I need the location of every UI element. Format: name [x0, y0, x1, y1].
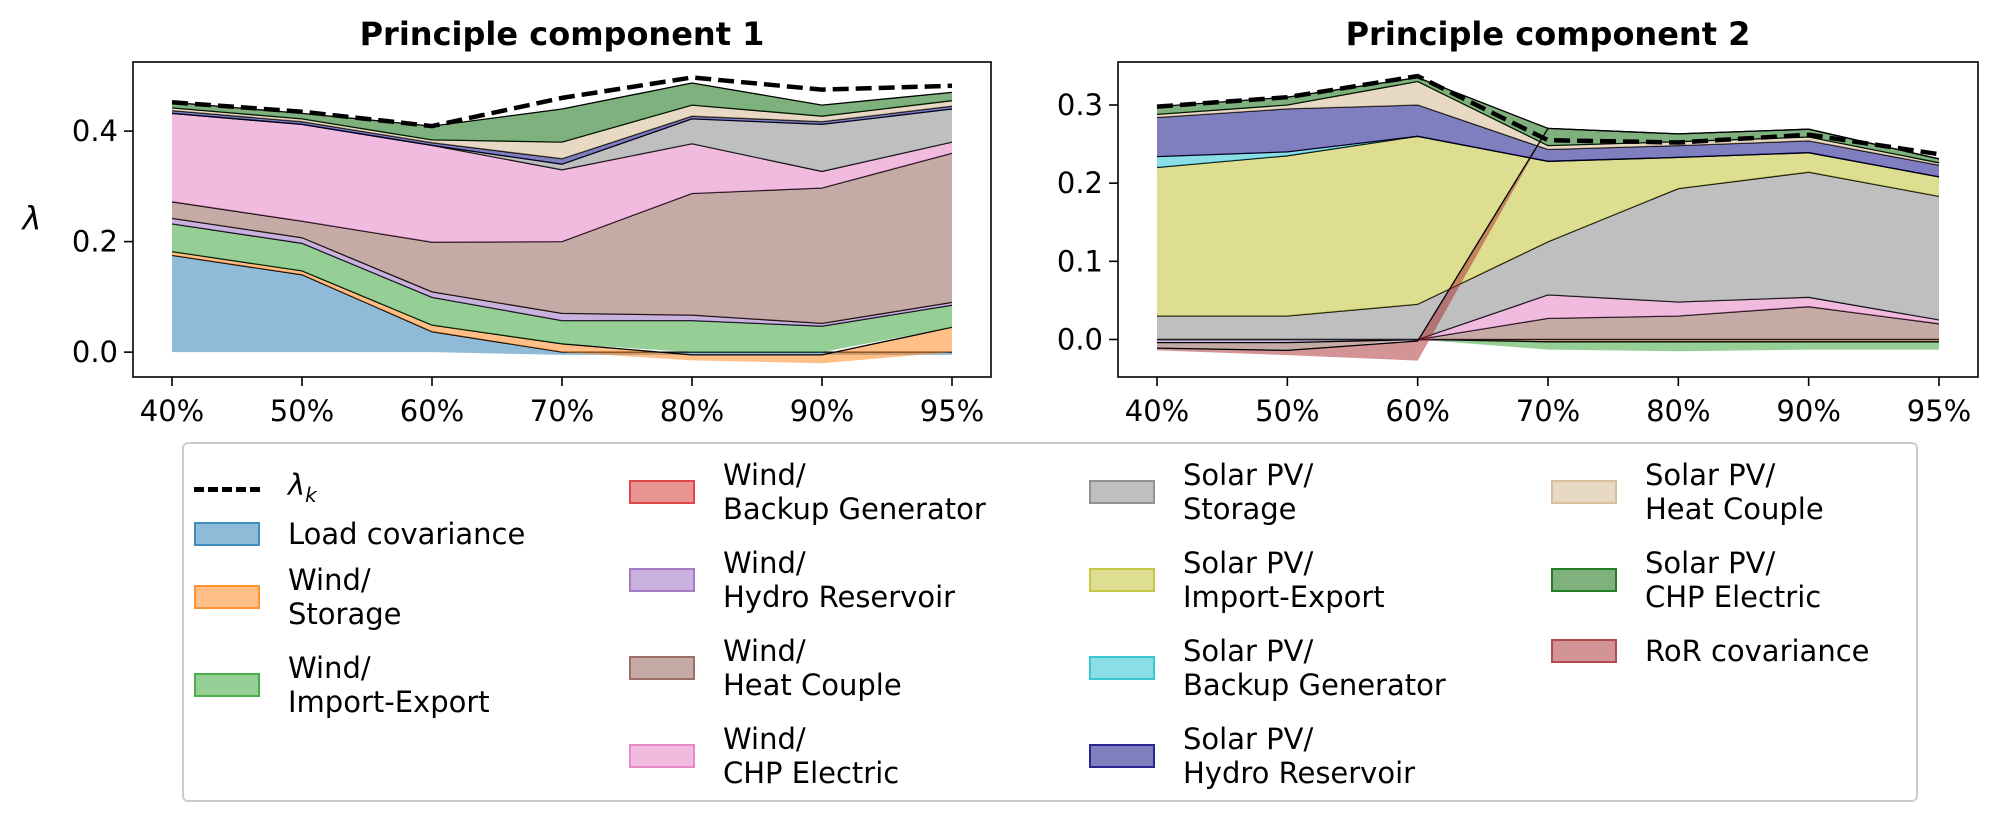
legend-item-load-covariance: Load covariance	[194, 517, 525, 551]
area-wind-chp-electric	[172, 113, 952, 243]
legend-label-lambda-k: λk	[288, 468, 317, 507]
y-tick-label: 0.2	[1057, 166, 1103, 200]
y-tick-label: 0.0	[1057, 322, 1103, 356]
legend-swatch	[1551, 639, 1617, 663]
area-solar-pv-storage	[172, 109, 952, 172]
area-solar-pv-heat-couple	[1157, 81, 1939, 166]
legend-swatch	[1551, 568, 1617, 592]
y-tick-label: 0.0	[72, 335, 118, 369]
panel-principle-component-2: 40% 50% 60% 70% 80% 90% 95% 0.0 0.1 0.2 0.3 Princip…	[1057, 15, 1979, 428]
legend-swatch	[1551, 480, 1617, 504]
x-tick-label: 95%	[1907, 394, 1971, 428]
y-axis-label: λ	[21, 200, 42, 238]
x-tick-label: 60%	[1385, 394, 1449, 428]
legend-item-wind-hydro-reservoir: Wind/ Hydro Reservoir	[629, 546, 955, 614]
legend-item-wind-chp-electric: Wind/ CHP Electric	[629, 722, 899, 790]
area-solar-pv-hydro-reservoir	[1157, 105, 1939, 177]
legend-item-wind-backup-generator: Wind/ Backup Generator	[629, 458, 986, 526]
legend: λk Load covariance Wind/ Storage Wind/ Imp…	[182, 442, 1918, 802]
area-edge-ror-covariance	[1156, 127, 1940, 352]
legend-label: Wind/ Import-Export	[288, 651, 490, 719]
lambda-k-line	[171, 75, 953, 129]
legend-label: Solar PV/ Import-Export	[1183, 546, 1385, 614]
legend-swatch	[629, 656, 695, 680]
x-tick-label: 90%	[1776, 394, 1840, 428]
x-tick-label: 90%	[790, 394, 854, 428]
area-wind-chp-electric	[1157, 294, 1939, 340]
area-wind-hydro-reservoir	[1157, 339, 1939, 343]
legend-swatch	[194, 585, 260, 609]
legend-label: Wind/ Storage	[288, 563, 402, 631]
y-tick-label: 0.3	[1057, 88, 1103, 122]
legend-swatch	[194, 522, 260, 546]
legend-swatch	[629, 744, 695, 768]
legend-swatch	[629, 480, 695, 504]
legend-label: Solar PV/ Hydro Reservoir	[1183, 722, 1416, 790]
legend-swatch	[194, 673, 260, 697]
x-tick-label: 50%	[1255, 394, 1319, 428]
legend-swatch	[1089, 480, 1155, 504]
panel-principle-component-1: 40% 50% 60% 70% 80% 90% 95% 0.0 0.2 0.4 Principle …	[21, 15, 992, 428]
legend-item-solar-pv-backup-generator: Solar PV/ Backup Generator	[1089, 634, 1446, 702]
legend-item-wind-import-export: Wind/ Import-Export	[194, 651, 490, 719]
area-wind-import-export	[172, 223, 952, 353]
legend-item-solar-pv-import-export: Solar PV/ Import-Export	[1089, 546, 1385, 614]
legend-item-lambda-k: λk	[194, 468, 317, 512]
area-solar-pv-chp-electric	[172, 83, 952, 143]
legend-item-solar-pv-heat-couple: Solar PV/ Heat Couple	[1551, 458, 1824, 526]
lambda-k-line	[1156, 73, 1940, 157]
legend-label: Solar PV/ Storage	[1183, 458, 1314, 526]
legend-item-solar-pv-chp-electric: Solar PV/ CHP Electric	[1551, 546, 1821, 614]
legend-label: Solar PV/ Backup Generator	[1183, 634, 1446, 702]
legend-label: Wind/ Backup Generator	[723, 458, 986, 526]
legend-item-wind-heat-couple: Wind/ Heat Couple	[629, 634, 902, 702]
legend-label: RoR covariance	[1645, 634, 1870, 668]
plot-area	[171, 75, 953, 364]
area-wind-storage	[172, 251, 952, 364]
legend-item-ror-covariance: RoR covariance	[1551, 634, 1870, 668]
x-tick-label: 80%	[1646, 394, 1710, 428]
x-tick-label: 40%	[1125, 394, 1189, 428]
area-load-covariance	[172, 255, 952, 355]
x-tick-label: 60%	[400, 394, 464, 428]
area-solar-pv-storage	[1157, 172, 1939, 340]
legend-label: Solar PV/ Heat Couple	[1645, 458, 1824, 526]
area-wind-heat-couple	[172, 153, 952, 324]
x-tick-label: 40%	[140, 394, 204, 428]
area-solar-pv-import-export	[1157, 136, 1939, 316]
legend-swatch	[1089, 744, 1155, 768]
y-tick-label: 0.4	[72, 114, 118, 148]
legend-swatch	[1089, 568, 1155, 592]
legend-swatch	[629, 568, 695, 592]
chart-title: Principle component 1	[360, 15, 765, 53]
plot-area	[1156, 73, 1940, 361]
legend-item-solar-pv-storage: Solar PV/ Storage	[1089, 458, 1313, 526]
x-tick-label: 95%	[920, 394, 984, 428]
legend-swatch	[1089, 656, 1155, 680]
legend-label: Load covariance	[288, 517, 526, 551]
area-solar-pv-hydro-reservoir	[172, 106, 952, 165]
area-solar-pv-heat-couple	[172, 100, 952, 159]
area-wind-heat-couple	[1157, 306, 1939, 351]
x-tick-label: 50%	[270, 394, 334, 428]
chart-title: Principle component 2	[1346, 15, 1751, 53]
legend-item-solar-pv-hydro-reservoir: Solar PV/ Hydro Reservoir	[1089, 722, 1415, 790]
legend-label: Wind/ CHP Electric	[723, 722, 900, 790]
x-tick-label: 80%	[660, 394, 724, 428]
legend-dashed-line	[194, 487, 260, 493]
y-tick-label: 0.1	[1057, 244, 1103, 278]
legend-label: Wind/ Heat Couple	[723, 634, 902, 702]
legend-label: Solar PV/ CHP Electric	[1645, 546, 1822, 614]
y-tick-label: 0.2	[72, 225, 118, 259]
x-tick-label: 70%	[530, 394, 594, 428]
legend-label: Wind/ Hydro Reservoir	[723, 546, 956, 614]
legend-item-wind-storage: Wind/ Storage	[194, 563, 401, 631]
x-tick-label: 70%	[1516, 394, 1580, 428]
